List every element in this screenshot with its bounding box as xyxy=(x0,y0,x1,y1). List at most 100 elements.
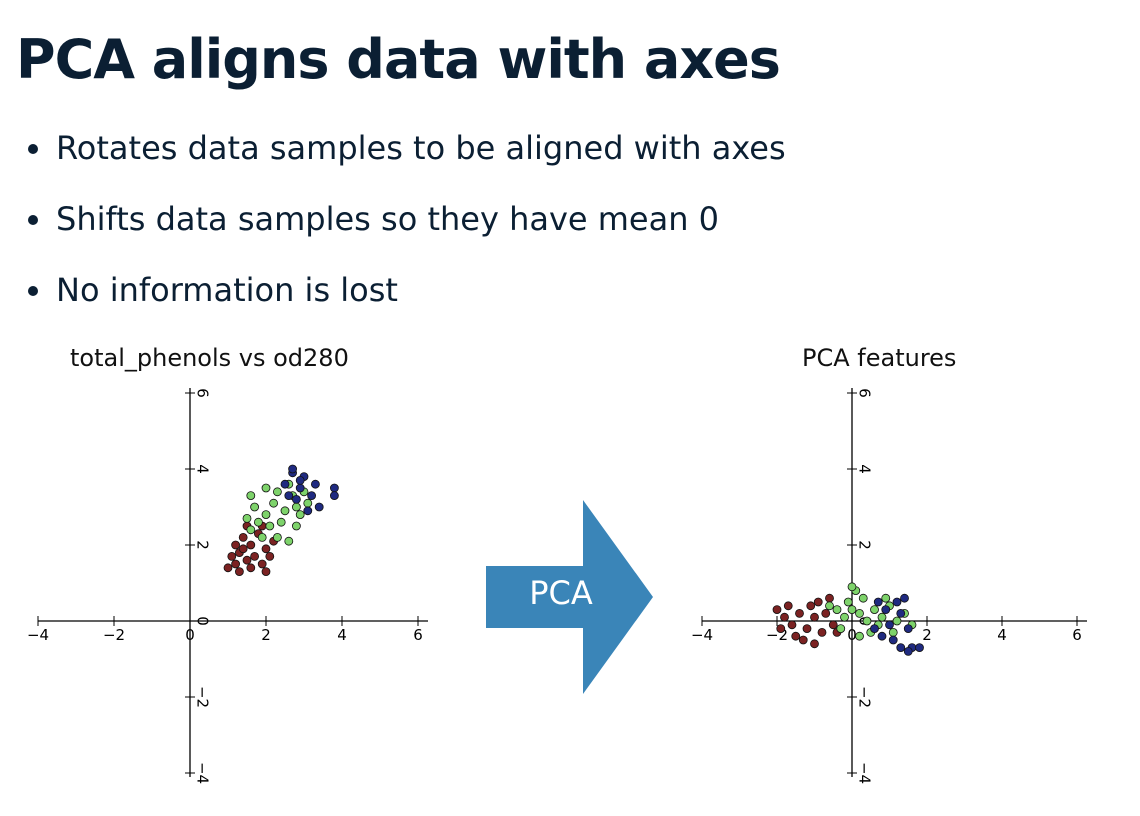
y-tick-label: 2 xyxy=(194,540,212,550)
data-point xyxy=(295,475,305,485)
left-plot-title: total_phenols vs od280 xyxy=(70,344,349,372)
data-point xyxy=(238,533,248,542)
data-point xyxy=(915,643,924,652)
data-point xyxy=(896,643,906,652)
data-point xyxy=(291,494,301,504)
data-point xyxy=(250,552,260,561)
data-point xyxy=(227,552,237,561)
x-tick-label: 6 xyxy=(1072,626,1082,644)
data-point xyxy=(877,612,887,622)
data-point xyxy=(257,559,267,569)
slide-title: PCA aligns data with axes xyxy=(16,28,781,91)
data-point xyxy=(772,605,782,614)
y-tick-label: −4 xyxy=(194,762,212,784)
data-point xyxy=(892,597,902,607)
bullet-text: Shifts data samples so they have mean 0 xyxy=(56,200,720,238)
y-tick-label: −4 xyxy=(856,762,874,784)
data-point xyxy=(798,635,808,645)
data-point xyxy=(269,498,279,508)
data-point xyxy=(810,639,819,649)
data-point xyxy=(776,624,786,633)
data-point xyxy=(791,631,801,641)
data-point xyxy=(783,601,793,611)
data-point xyxy=(903,647,913,656)
data-point xyxy=(870,624,879,633)
data-point xyxy=(787,620,797,630)
data-point xyxy=(234,567,244,576)
y-tick-label: −2 xyxy=(194,686,212,708)
data-point xyxy=(881,605,891,614)
right-plot-title: PCA features xyxy=(802,344,957,372)
bullet-list: Rotates data samples to be aligned with … xyxy=(22,126,786,339)
data-point xyxy=(832,605,842,614)
data-point xyxy=(257,533,267,542)
data-point xyxy=(276,517,286,527)
data-point xyxy=(843,597,853,607)
data-point xyxy=(280,506,290,516)
data-point xyxy=(810,612,819,622)
x-tick-label: 2 xyxy=(261,626,271,644)
data-point xyxy=(802,624,812,633)
data-point xyxy=(284,491,294,501)
data-point xyxy=(858,593,868,603)
y-tick-label: 4 xyxy=(856,464,874,474)
data-point xyxy=(295,483,305,493)
bullet-text: No information is lost xyxy=(56,271,398,309)
data-point xyxy=(261,544,271,554)
bullet-dot-icon xyxy=(28,286,38,296)
y-tick-label: 6 xyxy=(194,388,212,398)
bullet-item: Rotates data samples to be aligned with … xyxy=(22,126,786,197)
data-point xyxy=(272,533,282,542)
data-point xyxy=(246,563,256,573)
data-point xyxy=(888,635,898,645)
bullet-item: Shifts data samples so they have mean 0 xyxy=(22,197,786,268)
data-point xyxy=(238,544,248,554)
data-point xyxy=(888,628,898,637)
data-point xyxy=(261,510,271,519)
data-point xyxy=(896,609,906,618)
y-tick-label: 0 xyxy=(194,616,212,626)
y-tick-label: 4 xyxy=(194,464,212,474)
data-point xyxy=(307,491,317,501)
pca-arrow-label: PCA xyxy=(529,574,593,612)
data-point xyxy=(231,540,241,550)
data-point xyxy=(284,536,294,546)
data-point xyxy=(246,525,256,535)
data-point xyxy=(242,514,252,523)
data-point xyxy=(303,506,313,516)
data-point xyxy=(903,624,913,633)
data-point xyxy=(821,609,831,618)
x-tick-label: 2 xyxy=(922,626,932,644)
data-point xyxy=(825,601,834,611)
x-tick-label: 6 xyxy=(413,626,423,644)
data-point xyxy=(847,605,857,614)
bullet-dot-icon xyxy=(28,144,38,154)
data-point xyxy=(250,502,260,512)
x-tick-label: 0 xyxy=(185,626,195,644)
data-point xyxy=(817,628,827,637)
data-point xyxy=(877,631,887,641)
data-point xyxy=(855,609,864,618)
data-point xyxy=(310,479,320,489)
data-point xyxy=(813,597,823,607)
x-tick-label: −4 xyxy=(27,626,49,644)
data-point xyxy=(780,612,789,622)
x-tick-label: −2 xyxy=(103,626,125,644)
bullet-text: Rotates data samples to be aligned with … xyxy=(56,129,786,167)
data-point xyxy=(272,487,282,497)
y-tick-label: −2 xyxy=(856,686,874,708)
data-point xyxy=(870,605,879,614)
data-point xyxy=(806,601,816,611)
x-tick-label: 4 xyxy=(997,626,1007,644)
data-point xyxy=(847,582,857,592)
data-point xyxy=(881,593,891,603)
y-tick-label: 6 xyxy=(856,388,874,398)
data-point xyxy=(265,521,275,531)
x-tick-label: −4 xyxy=(691,626,713,644)
data-point xyxy=(303,498,313,508)
data-point xyxy=(828,620,838,630)
data-point xyxy=(246,540,256,550)
data-point xyxy=(295,510,305,519)
